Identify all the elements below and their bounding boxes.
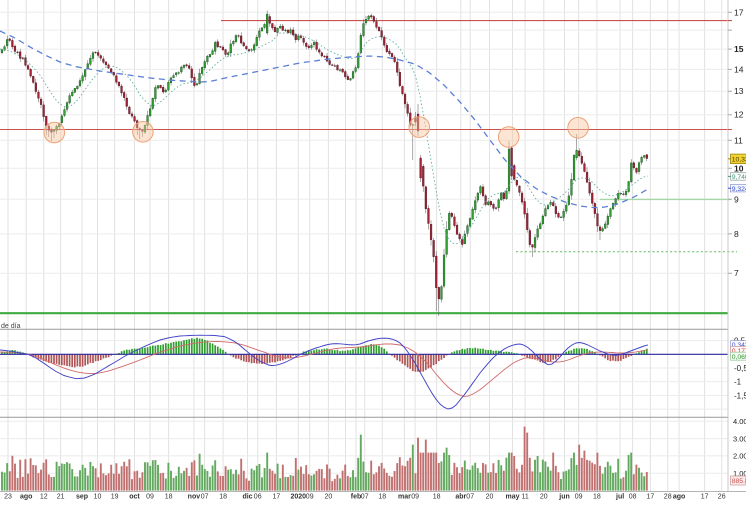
svg-text:9,3240: 9,3240 xyxy=(732,186,746,193)
svg-text:08: 08 xyxy=(629,494,637,501)
svg-text:07: 07 xyxy=(361,494,369,501)
svg-text:10: 10 xyxy=(94,494,102,501)
svg-text:12: 12 xyxy=(40,494,48,501)
svg-text:17: 17 xyxy=(647,494,655,501)
svg-text:0,0653: 0,0653 xyxy=(732,354,746,361)
svg-text:06: 06 xyxy=(254,494,262,501)
svg-text:18: 18 xyxy=(593,494,601,501)
svg-text:20: 20 xyxy=(486,494,494,501)
svg-text:9: 9 xyxy=(734,194,739,204)
svg-text:17: 17 xyxy=(273,494,281,501)
svg-text:13: 13 xyxy=(734,86,744,96)
svg-text:8: 8 xyxy=(734,229,739,239)
svg-text:09: 09 xyxy=(575,494,583,501)
svg-text:jul: jul xyxy=(615,494,624,501)
svg-text:09: 09 xyxy=(306,494,314,501)
svg-text:nov: nov xyxy=(188,494,201,501)
svg-text:4.000K: 4.000K xyxy=(733,417,746,426)
svg-text:may: may xyxy=(505,494,519,501)
svg-text:ago: ago xyxy=(673,494,685,501)
svg-text:abr: abr xyxy=(455,494,466,501)
svg-text:07: 07 xyxy=(466,494,474,501)
svg-text:3.000K: 3.000K xyxy=(733,434,746,443)
svg-text:11: 11 xyxy=(734,135,743,145)
svg-text:18: 18 xyxy=(433,494,441,501)
svg-text:21: 21 xyxy=(57,494,65,501)
svg-text:-0,5: -0,5 xyxy=(734,364,746,373)
svg-text:sep: sep xyxy=(76,494,88,501)
svg-text:mar: mar xyxy=(398,494,411,501)
svg-text:-1: -1 xyxy=(734,378,742,387)
svg-text:2020: 2020 xyxy=(291,494,307,501)
svg-text:09: 09 xyxy=(411,494,419,501)
svg-text:28: 28 xyxy=(664,494,672,501)
svg-text:17: 17 xyxy=(734,7,744,17)
svg-text:885.88K: 885.88K xyxy=(732,478,746,485)
svg-text:18: 18 xyxy=(219,494,227,501)
svg-text:14: 14 xyxy=(734,64,744,74)
svg-text:18: 18 xyxy=(165,494,173,501)
svg-text:17: 17 xyxy=(701,494,709,501)
svg-text:26: 26 xyxy=(718,494,726,501)
svg-text:9,7460: 9,7460 xyxy=(732,174,746,181)
svg-text:feb: feb xyxy=(351,494,362,501)
svg-text:dic: dic xyxy=(242,494,252,501)
svg-text:ago: ago xyxy=(20,494,32,501)
svg-text:oct: oct xyxy=(129,494,140,501)
svg-text:11: 11 xyxy=(521,494,528,501)
svg-text:20: 20 xyxy=(325,494,333,501)
svg-text:7: 7 xyxy=(734,268,739,278)
svg-text:15: 15 xyxy=(734,44,744,54)
svg-text:19: 19 xyxy=(111,494,119,501)
svg-text:18: 18 xyxy=(378,494,386,501)
svg-text:20: 20 xyxy=(540,494,548,501)
svg-text:23: 23 xyxy=(4,494,12,501)
svg-text:-1,5: -1,5 xyxy=(734,391,746,400)
svg-text:12: 12 xyxy=(734,110,744,120)
svg-text:07: 07 xyxy=(201,494,209,501)
svg-text:09: 09 xyxy=(146,494,154,501)
svg-text:2.000K: 2.000K xyxy=(733,452,746,461)
svg-text:10,336: 10,336 xyxy=(732,156,746,163)
svg-text:jun: jun xyxy=(558,494,570,501)
svg-text:10: 10 xyxy=(734,163,744,173)
